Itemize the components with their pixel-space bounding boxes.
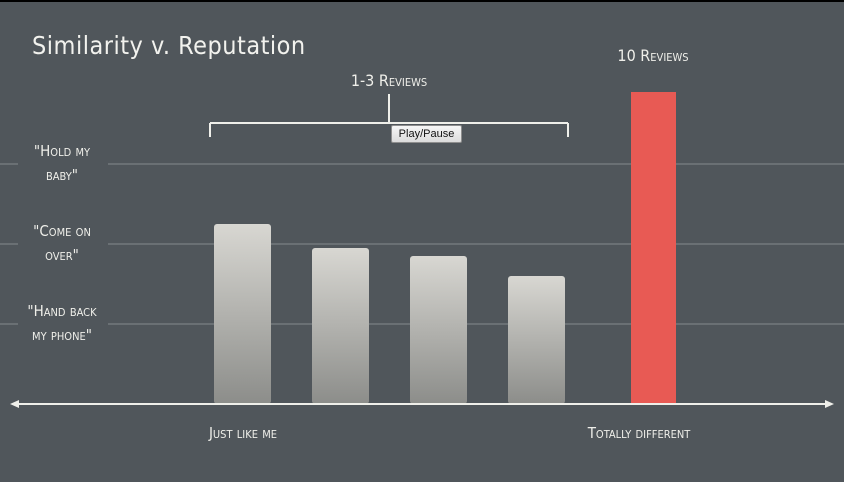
y-tick-labels: "Hold my baby" "Come on over" "Hand back my p… [18, 138, 108, 348]
x-axis-right-arrow [825, 400, 834, 408]
chart-title: Similarity v. Reputation [32, 31, 306, 60]
bar-highlight [631, 92, 676, 404]
annotation-red-bar: 10 Reviews [617, 46, 688, 65]
bar [312, 248, 369, 404]
y-tick-label: "Come on over" [33, 222, 91, 264]
bar [410, 256, 467, 404]
annotation-grey-bars: 1-3 Reviews [351, 71, 427, 90]
range-bracket [209, 94, 569, 137]
y-tick-label-bg [18, 138, 108, 188]
x-axis [10, 400, 834, 408]
y-tick-label-line: "Hold my [34, 142, 91, 160]
y-tick-label-line: over" [45, 246, 79, 264]
y-tick-label-bg [18, 298, 108, 348]
x-label-left: Just like me [208, 424, 277, 442]
y-tick-label-bg [18, 218, 108, 268]
bar [508, 276, 565, 404]
y-tick-label: "Hold my baby" [34, 142, 91, 184]
y-tick-label-line: my phone" [32, 326, 92, 344]
x-axis-left-arrow [10, 400, 19, 408]
y-tick-label-line: baby" [46, 166, 78, 184]
x-label-right: Totally different [587, 424, 692, 442]
y-tick-label: "Hand back my phone" [27, 302, 97, 344]
bars [214, 92, 676, 404]
y-tick-label-line: "Come on [33, 222, 91, 240]
play-pause-button[interactable]: Play/Pause [391, 125, 462, 143]
y-tick-label-line: "Hand back [27, 302, 97, 320]
bar [214, 224, 271, 404]
